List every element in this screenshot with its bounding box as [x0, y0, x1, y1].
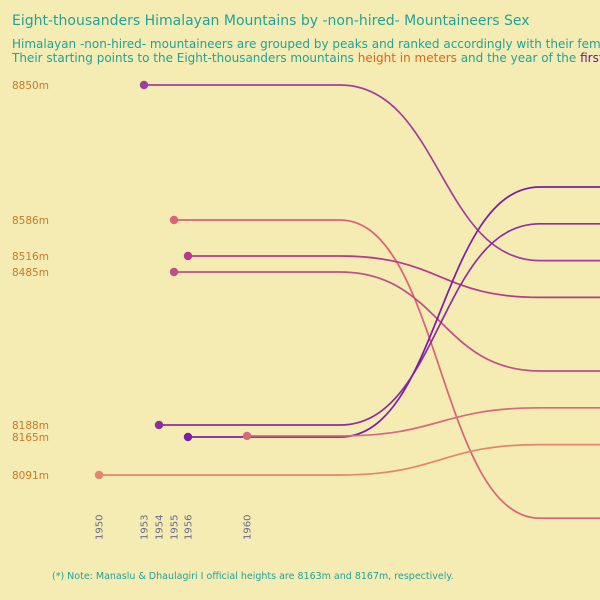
y-tick-label: 8516m — [12, 251, 49, 263]
series-line-1 — [174, 219, 600, 520]
series-line-5 — [188, 186, 600, 438]
y-tick-label: 8586m — [12, 215, 49, 227]
x-tick-label: 1956 — [184, 515, 195, 540]
series-start-point-6 — [242, 431, 252, 441]
x-tick-label: 1953 — [140, 515, 151, 540]
x-tick-label: 1960 — [243, 515, 254, 540]
series-start-point-7 — [94, 470, 104, 480]
series-start-point-4 — [154, 420, 164, 430]
y-tick-label: 8091m — [12, 470, 49, 482]
chart-note: (*) Note: Manaslu & Dhaulagiri I officia… — [52, 571, 454, 582]
series-layer — [94, 80, 600, 520]
chart-subtitle-line1: Himalayan -non-hired- mountaineers are g… — [12, 37, 600, 51]
y-tick-label: 8188m — [12, 420, 49, 432]
y-tick-label: 8485m — [12, 267, 49, 279]
series-start-point-5 — [183, 432, 193, 442]
series-line-6 — [247, 406, 600, 437]
y-tick-label: 8850m — [12, 80, 49, 92]
chart-title: Eight-thousanders Himalayan Mountains by… — [12, 13, 530, 29]
series-start-point-3 — [169, 267, 179, 277]
series-start-point-2 — [183, 251, 193, 261]
chart-subtitle-line2: Their starting points to the Eight-thous… — [11, 51, 600, 65]
series-line-4 — [159, 222, 600, 426]
x-tick-label: 1954 — [155, 515, 166, 540]
series-line-2 — [188, 255, 600, 299]
series-line-7 — [99, 443, 600, 476]
series-line-0 — [144, 84, 600, 262]
x-tick-label: 1950 — [95, 515, 106, 540]
series-line-3 — [174, 271, 600, 372]
series-start-point-0 — [139, 80, 149, 90]
x-tick-label: 1955 — [170, 515, 181, 540]
y-tick-label: 8165m — [12, 432, 49, 444]
x-axis: 1950 1953 1954 1955 1956 1960 — [95, 515, 254, 540]
series-start-point-1 — [169, 215, 179, 225]
